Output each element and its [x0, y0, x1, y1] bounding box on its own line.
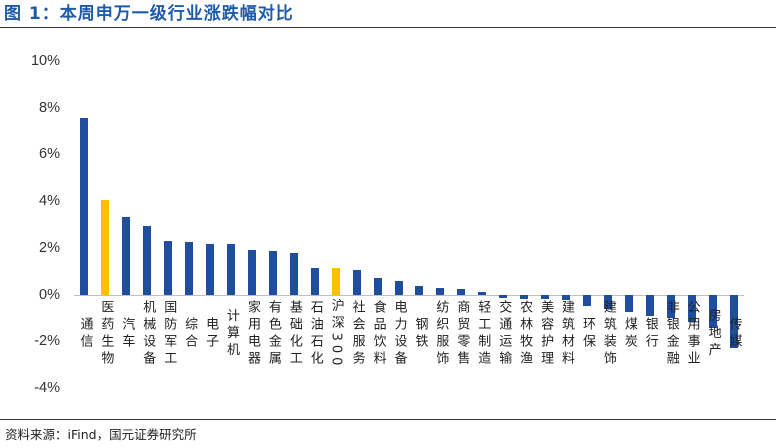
bar: [687, 294, 696, 322]
bar: [582, 294, 591, 306]
y-tick-label: 6%: [39, 146, 60, 163]
bar: [541, 294, 550, 299]
category-label: 沪深300: [328, 298, 344, 370]
y-tick-label: 2%: [39, 239, 60, 256]
bar: [394, 281, 403, 295]
bar: [143, 226, 152, 295]
category-label: 机械设备: [140, 300, 156, 368]
source-divider: [0, 419, 776, 420]
bar: [478, 292, 487, 295]
source-note: 资料来源：iFind，国元证券研究所: [5, 427, 197, 442]
y-tick-label: 10%: [30, 53, 60, 69]
category-label: 基础化工: [286, 300, 302, 368]
category-label: 商贸零售: [454, 300, 470, 368]
category-label: 建筑装饰: [600, 300, 616, 368]
category-label: 纺织服饰: [433, 300, 449, 368]
category-label: 建筑材料: [559, 300, 575, 368]
bar: [268, 251, 277, 295]
category-label: 钢铁: [412, 317, 428, 351]
bar: [457, 288, 466, 295]
category-label: 美容护理: [538, 300, 554, 368]
bar: [310, 267, 319, 295]
bar: [101, 200, 110, 295]
category-label: 公用事业: [684, 300, 700, 368]
bar-chart: 10% 8% 6% 4% 2% 0% -2% -4% 通信 医药生物 汽车 机械设备 国防军工 综合 电子计…: [30, 53, 744, 396]
bar: [708, 294, 717, 328]
category-label: 轻工制造: [475, 300, 491, 368]
bar: [603, 294, 612, 310]
bar: [164, 241, 173, 295]
y-tick-label: -4%: [34, 380, 60, 396]
category-label: 传媒: [726, 317, 742, 351]
category-label: 农林牧渔: [517, 300, 533, 368]
bar: [289, 252, 298, 295]
bar: [666, 294, 675, 319]
category-label: 交通运输: [496, 300, 512, 368]
category-label: 社会服务: [349, 300, 365, 368]
title-divider: [0, 27, 776, 28]
bar: [206, 243, 215, 295]
zero-axis-line: [74, 295, 744, 296]
bar: [331, 268, 340, 295]
category-label: 煤炭: [621, 317, 637, 351]
category-label: 房地产: [705, 308, 721, 360]
category-label: 通信: [77, 317, 93, 351]
bar: [729, 294, 738, 349]
bar: [415, 285, 424, 295]
bar: [80, 117, 89, 295]
bar: [122, 217, 131, 295]
bar: [247, 250, 256, 295]
category-label: 汽车: [119, 317, 135, 351]
bar: [185, 242, 194, 295]
y-tick-label: 8%: [39, 99, 60, 116]
bar: [645, 294, 654, 317]
category-label: 国防军工: [161, 300, 177, 368]
bar: [624, 294, 633, 312]
bar: [436, 288, 445, 295]
y-tick-label: -2%: [34, 333, 60, 350]
figure-title: 图 1：本周申万一级行业涨跌幅对比: [4, 4, 294, 24]
category-label: 非银金融: [663, 300, 679, 368]
bar: [352, 269, 361, 295]
bar: [373, 278, 382, 295]
y-tick-label: 4%: [39, 193, 60, 210]
category-label: 有色金属: [265, 300, 281, 368]
bar: [227, 244, 236, 295]
category-label: 电子: [203, 317, 219, 351]
bar: [562, 294, 571, 301]
category-label: 医药生物: [98, 300, 114, 368]
category-label: 电力设备: [391, 300, 407, 368]
y-tick-label: 0%: [39, 286, 60, 303]
bar: [520, 294, 529, 299]
category-label: 计算机: [224, 308, 240, 360]
bar: [499, 294, 508, 298]
category-label: 综合: [182, 317, 198, 351]
category-label: 食品饮料: [370, 300, 386, 368]
category-label: 环保: [579, 317, 595, 351]
category-label: 家用电器: [244, 300, 260, 368]
category-label: 石油石化: [307, 300, 323, 368]
category-label: 银行: [642, 317, 658, 351]
